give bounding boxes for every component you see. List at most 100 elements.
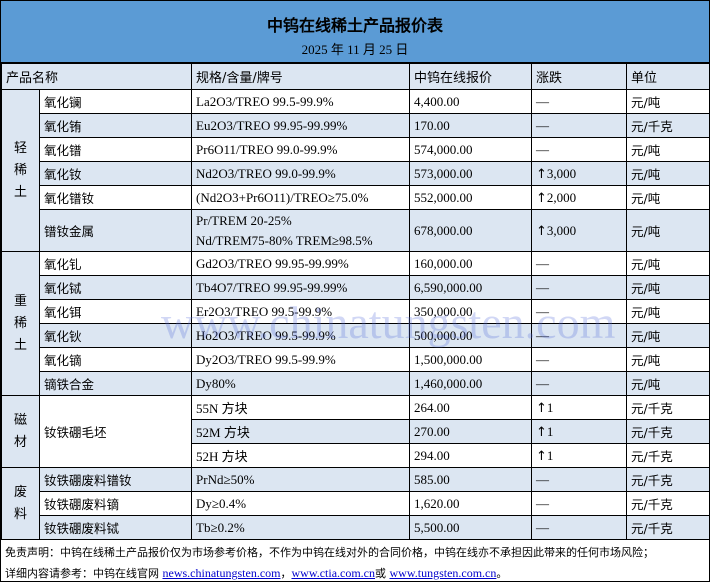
unit-cell: 元/千克 — [626, 443, 710, 468]
price-cell: 552,000.00 — [409, 185, 533, 210]
link-ctia[interactable]: www.ctia.com.cn — [291, 566, 376, 580]
change-value: — — [536, 117, 550, 133]
spec-cell: Tb4O7/TREO 99.95-99.99% — [191, 275, 411, 300]
product-name: 氧化镨 — [38, 137, 193, 162]
price-cell: 170.00 — [409, 113, 533, 138]
price-cell: 5,500.00 — [409, 515, 533, 540]
category-cell: 磁材 — [1, 395, 40, 468]
table-row: 氧化铽 Tb4O7/TREO 99.95-99.99% 6,590,000.00— 元… — [2, 275, 710, 300]
product-name: 镨钕金属 — [38, 209, 193, 252]
price-cell: 4,400.00 — [409, 89, 533, 114]
price-cell: 500,000.00 — [409, 323, 533, 348]
change-value: — — [536, 279, 550, 295]
unit-cell: 元/吨 — [626, 185, 710, 210]
price-table: 产品名称 规格/含量/牌号 中钨在线报价 涨跌 单位 轻稀土 氧化镧 La2O3/T… — [0, 63, 710, 540]
spec-line: Nd/TREM75-80% TREM≥98.5% — [196, 232, 373, 248]
col-header-spec: 规格/含量/牌号 — [191, 63, 411, 90]
change-cell: — — [531, 491, 628, 516]
product-name: 氧化铽 — [38, 275, 193, 300]
product-name: 氧化镧 — [38, 89, 193, 114]
price-cell: 1,460,000.00 — [409, 371, 533, 396]
change-cell: ↑3,000 — [531, 161, 628, 186]
change-value: 3,000 — [546, 222, 577, 238]
category-cell: 废料 — [1, 467, 40, 540]
change-value: 3,000 — [546, 165, 577, 181]
unit-cell: 元/吨 — [626, 137, 710, 162]
table-row: 废料 钕铁硼废料镨钕 PrNd≥50% 585.00— 元/千克 — [1, 467, 710, 540]
change-value: — — [536, 255, 550, 271]
table-row: 钕铁硼废料铽 Tb≥0.2% 5,500.00— 元/千克 — [2, 515, 710, 540]
product-name: 氧化镨钕 — [38, 185, 193, 210]
table-row: 氧化镨钕 (Nd2O3+Pr6O11)/TREO≥75.0% 552,000.00 ↑… — [2, 185, 710, 210]
product-name: 氧化钆 — [38, 251, 193, 276]
category-cell: 重稀土 — [1, 251, 40, 396]
date: 2025 年 11 月 25 日 — [301, 42, 409, 57]
unit-cell: 元/千克 — [626, 395, 710, 420]
col-header-change: 涨跌 — [531, 63, 628, 90]
link-tungsten[interactable]: www.tungsten.com.cn — [389, 566, 497, 580]
sep: 或 — [375, 567, 390, 580]
unit-cell: 元/吨 — [626, 323, 710, 348]
change-cell: — — [531, 299, 628, 324]
unit-cell: 元/吨 — [626, 251, 710, 276]
change-cell: ↑1 — [531, 443, 628, 468]
col-header-unit: 单位 — [626, 63, 710, 90]
price-cell: 264.00 — [409, 395, 533, 420]
spec-line: Pr/TREM 20-25% — [196, 212, 292, 228]
change-cell: — — [531, 89, 628, 114]
price-cell: 160,000.00 — [409, 251, 533, 276]
product-name: 氧化钬 — [38, 323, 193, 348]
product-name: 钕铁硼废料镨钕 — [38, 467, 193, 492]
arrow-up-icon: ↑ — [536, 448, 547, 464]
table-row: 重稀土 氧化钆 Gd2O3/TREO 99.95-99.99% 160,000.00—… — [1, 251, 710, 396]
arrow-up-icon: ↑ — [536, 424, 547, 440]
change-value: 2,000 — [546, 189, 577, 205]
price-cell: 270.00 — [409, 419, 533, 444]
unit-cell: 元/千克 — [626, 113, 710, 138]
change-value: — — [536, 519, 550, 535]
product-name: 氧化镝 — [38, 347, 193, 372]
price-cell: 6,590,000.00 — [409, 275, 533, 300]
spec-cell: Pr6O11/TREO 99.0-99.9% — [191, 137, 411, 162]
spec-cell: Nd2O3/TREO 99.0-99.9% — [191, 161, 411, 186]
spec-cell: (Nd2O3+Pr6O11)/TREO≥75.0% — [191, 185, 411, 210]
unit-cell: 元/吨 — [626, 209, 710, 252]
price-cell: 574,000.00 — [409, 137, 533, 162]
change-cell: ↑1 — [531, 419, 628, 444]
spec-cell: Dy80% — [191, 371, 411, 396]
spec-cell: Dy≥0.4% — [191, 491, 411, 516]
spec-cell: La2O3/TREO 99.5-99.9% — [191, 89, 411, 114]
table-row: 镝铁合金 Dy80% 1,460,000.00— 元/吨 — [2, 371, 710, 396]
price-cell: 350,000.00 — [409, 299, 533, 324]
change-cell: ↑1 — [531, 395, 628, 420]
sep: ， — [280, 567, 292, 580]
product-name: 钕铁硼废料镝 — [38, 491, 193, 516]
col-header-price: 中钨在线报价 — [409, 63, 533, 90]
table-row: 磁材 钕铁硼毛坯 55N 方块 264.00 ↑1 元/千克 — [1, 395, 710, 468]
spec-cell: Er2O3/TREO 99.5-99.9% — [191, 299, 411, 324]
spec-cell: 52M 方块 — [191, 419, 411, 444]
change-cell: — — [531, 323, 628, 348]
change-cell: — — [531, 371, 628, 396]
product-name: 氧化铕 — [38, 113, 193, 138]
product-name: 镝铁合金 — [38, 371, 193, 396]
unit-cell: 元/千克 — [626, 467, 710, 492]
table-row: 氧化镨 Pr6O11/TREO 99.0-99.9% 574,000.00— 元/吨 — [2, 137, 710, 162]
change-value: — — [536, 141, 550, 157]
price-cell: 1,620.00 — [409, 491, 533, 516]
spec-cell: 55N 方块 — [191, 395, 411, 420]
sheet-header: 中钨在线稀土产品报价表 2025 年 11 月 25 日 — [1, 1, 709, 63]
change-value: — — [536, 327, 550, 343]
change-cell: — — [531, 275, 628, 300]
col-header-product: 产品名称 — [0, 63, 193, 90]
change-cell: ↑2,000 — [531, 185, 628, 210]
sep: 。 — [496, 567, 508, 580]
spec-cell: Dy2O3/TREO 99.5-99.9% — [191, 347, 411, 372]
change-value: — — [536, 375, 550, 391]
unit-cell: 元/吨 — [626, 299, 710, 324]
category-cell: 轻稀土 — [1, 89, 40, 252]
link-news[interactable]: news.chinatungsten.com — [162, 566, 281, 580]
spec-cell: Pr/TREM 20-25% Nd/TREM75-80% TREM≥98.5% — [191, 209, 411, 252]
arrow-up-icon: ↑ — [536, 400, 547, 416]
arrow-up-icon: ↑ — [536, 166, 547, 182]
